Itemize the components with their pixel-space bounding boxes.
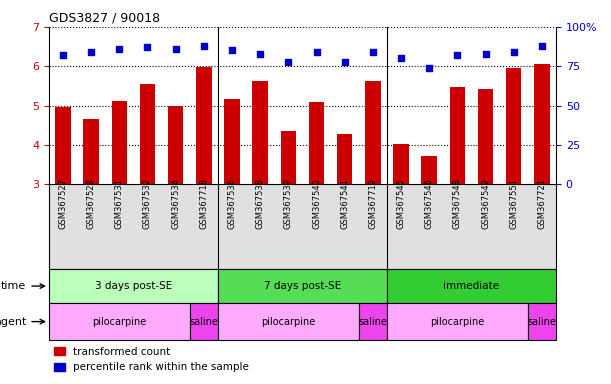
Point (509, 49, 519, 55)
Text: GDS3827 / 90018: GDS3827 / 90018 (49, 11, 160, 24)
Bar (337, 134, 353, 184)
Bar (55, 107, 71, 184)
Point (284, 58, 293, 65)
Point (199, 43, 209, 49)
Bar (112, 101, 127, 184)
Bar (365, 81, 381, 184)
Text: saline: saline (359, 316, 387, 327)
Bar (506, 68, 522, 184)
Bar (478, 89, 493, 184)
Text: saline: saline (189, 316, 218, 327)
Bar (280, 131, 296, 184)
Point (396, 55, 406, 61)
Bar (49, 303, 190, 340)
Bar (224, 99, 240, 184)
Bar (393, 144, 409, 184)
Text: time: time (1, 281, 45, 291)
Point (114, 46, 124, 52)
Text: immediate: immediate (444, 281, 500, 291)
Bar (140, 84, 155, 184)
Bar (218, 269, 387, 303)
Bar (190, 303, 218, 340)
Text: pilocarpine: pilocarpine (430, 316, 485, 327)
Point (537, 43, 547, 49)
Text: saline: saline (527, 316, 557, 327)
Point (170, 46, 181, 52)
Bar (387, 269, 556, 303)
Bar (528, 303, 556, 340)
Bar (309, 102, 324, 184)
Bar (83, 119, 99, 184)
Point (424, 65, 434, 71)
Text: 7 days post-SE: 7 days post-SE (264, 281, 341, 291)
Bar (196, 68, 211, 184)
Bar (387, 303, 528, 340)
Text: 3 days post-SE: 3 days post-SE (95, 281, 172, 291)
Point (86, 49, 96, 55)
Point (453, 52, 463, 58)
Point (312, 49, 321, 55)
Bar (534, 64, 550, 184)
Text: agent: agent (0, 316, 45, 327)
Point (255, 51, 265, 57)
Point (368, 49, 378, 55)
Bar (359, 303, 387, 340)
Bar (450, 87, 465, 184)
Bar (168, 106, 183, 184)
Point (142, 44, 152, 50)
Bar (252, 81, 268, 184)
Bar (49, 269, 218, 303)
Bar (218, 303, 359, 340)
Text: pilocarpine: pilocarpine (92, 316, 147, 327)
Point (58, 52, 68, 58)
Point (227, 47, 237, 53)
Text: pilocarpine: pilocarpine (262, 316, 315, 327)
Point (481, 51, 491, 57)
Bar (422, 156, 437, 184)
Legend: transformed count, percentile rank within the sample: transformed count, percentile rank withi… (54, 347, 249, 372)
Point (340, 58, 349, 65)
